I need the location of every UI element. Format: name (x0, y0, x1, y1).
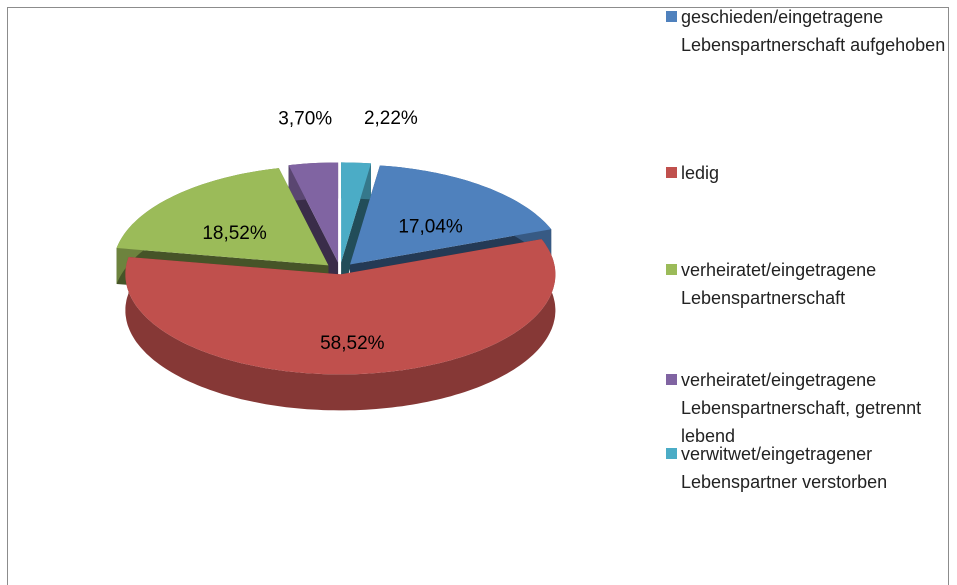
legend-item: ledig (666, 159, 951, 187)
legend-label: ledig (681, 163, 720, 183)
slice-side (125, 239, 556, 411)
legend-item: geschieden/eingetragene Lebenspartnersch… (666, 3, 951, 59)
legend-item: verheiratet/eingetragene Lebenspartnersc… (666, 256, 951, 312)
legend-label: verwitwet/eingetragener Lebenspartner ve… (681, 444, 888, 492)
slice (341, 162, 371, 299)
data-label: 58,52% (320, 333, 385, 354)
slice (125, 239, 556, 375)
legend-swatch (666, 264, 677, 275)
legend-item: verheiratet/eingetragene Lebenspartnersc… (666, 366, 951, 450)
legend-swatch (666, 11, 677, 22)
legend-swatch (666, 167, 677, 178)
legend-swatch (666, 374, 677, 385)
data-label: 3,70% (278, 108, 332, 129)
slice (341, 162, 371, 263)
slice (350, 165, 552, 265)
slice (116, 168, 329, 266)
legend-label: geschieden/eingetragene Lebenspartnersch… (681, 7, 946, 55)
data-label: 17,04% (398, 217, 463, 238)
legend-item: verwitwet/eingetragener Lebenspartner ve… (666, 440, 951, 496)
legend-label: verheiratet/eingetragene Lebenspartnersc… (681, 370, 922, 446)
legend-swatch (666, 448, 677, 459)
data-label: 2,22% (364, 108, 418, 129)
data-label: 18,52% (202, 223, 267, 244)
slice (288, 162, 339, 263)
slice (125, 239, 556, 411)
chart-border (7, 7, 949, 585)
legend-label: verheiratet/eingetragene Lebenspartnersc… (681, 260, 877, 308)
